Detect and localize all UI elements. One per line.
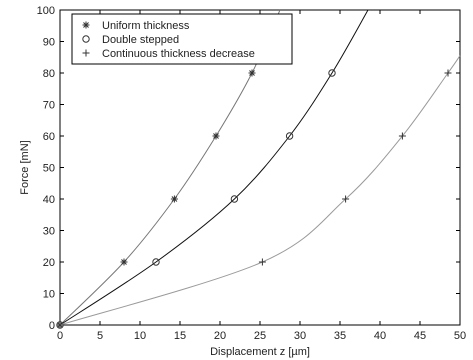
plus-marker — [398, 132, 406, 140]
x-tick-label: 45 — [414, 330, 426, 342]
series-line — [59, 9, 369, 326]
plus-marker — [82, 49, 90, 57]
x-tick-label: 15 — [174, 330, 186, 342]
series-layer — [56, 9, 461, 329]
circle-marker — [82, 35, 90, 43]
y-axis-label: Force [mN] — [19, 140, 31, 194]
asterisk-marker — [248, 69, 256, 77]
x-tick-label: 35 — [334, 330, 346, 342]
legend-label: Uniform thickness — [102, 20, 190, 32]
x-tick-label: 40 — [374, 330, 386, 342]
x-axis-label: Displacement z [µm] — [210, 346, 310, 358]
x-tick-label: 10 — [134, 330, 146, 342]
x-tick-label: 20 — [214, 330, 226, 342]
y-tick-label: 20 — [43, 257, 55, 269]
asterisk-marker — [170, 195, 178, 203]
y-tick-label: 30 — [43, 226, 55, 238]
circle-marker — [152, 258, 160, 266]
asterisk-marker — [82, 21, 90, 29]
x-tick-label: 5 — [97, 330, 103, 342]
circle-marker — [230, 195, 239, 203]
y-tick-label: 80 — [43, 68, 55, 80]
x-axis-ticks: 0 5 10 15 20 25 30 35 40 45 50 — [57, 10, 466, 342]
x-tick-label: 25 — [254, 330, 266, 342]
y-axis-ticks: 0 10 20 30 40 50 60 70 80 90 100 — [37, 5, 460, 332]
y-tick-label: 0 — [49, 320, 55, 332]
x-tick-label: 50 — [454, 330, 466, 342]
x-tick-label: 30 — [294, 330, 306, 342]
legend: Uniform thickness Double stepped Continuou… — [71, 13, 293, 65]
series-group — [56, 9, 369, 329]
legend-box — [71, 13, 293, 65]
plus-marker — [258, 258, 266, 266]
series-line — [59, 9, 281, 326]
y-tick-label: 50 — [43, 163, 55, 175]
y-tick-label: 90 — [43, 37, 55, 49]
plus-marker — [56, 321, 64, 329]
asterisk-marker — [120, 258, 128, 266]
y-tick-label: 70 — [43, 100, 55, 112]
asterisk-marker — [212, 132, 220, 140]
plus-marker — [342, 195, 350, 203]
circle-marker — [328, 69, 336, 77]
y-tick-label: 10 — [43, 289, 55, 301]
x-tick-label: 0 — [57, 330, 63, 342]
y-tick-label: 60 — [43, 131, 55, 143]
legend-label: Continuous thickness decrease — [102, 48, 255, 60]
series-group — [56, 55, 461, 329]
y-tick-label: 100 — [37, 5, 55, 17]
plus-marker — [444, 69, 452, 77]
y-tick-label: 40 — [43, 194, 55, 206]
legend-label: Double stepped — [102, 34, 179, 46]
circle-marker — [285, 132, 294, 140]
